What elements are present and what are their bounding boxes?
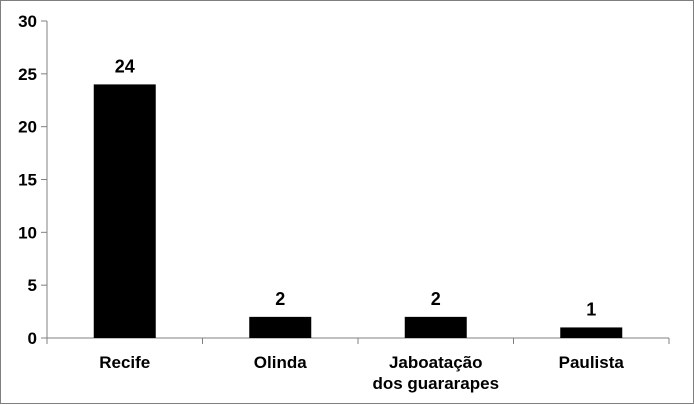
y-tick-label: 5 [28, 276, 37, 295]
y-tick-label: 0 [28, 329, 37, 348]
x-category-label: dos guararapes [372, 374, 499, 393]
x-category-label: Recife [99, 353, 150, 372]
y-tick-label: 10 [18, 223, 37, 242]
y-tick-label: 30 [18, 12, 37, 31]
x-category-label: Jaboatação [389, 353, 483, 372]
data-label: 2 [431, 289, 441, 309]
bar-1 [93, 84, 156, 339]
x-category-label: Olinda [254, 353, 307, 372]
y-tick-label: 25 [18, 65, 37, 84]
bar-3 [404, 316, 467, 338]
y-tick-label: 15 [18, 171, 37, 190]
data-label: 24 [115, 56, 135, 76]
bar-4 [560, 327, 623, 338]
data-label: 1 [586, 299, 596, 319]
x-category-label: Paulista [559, 353, 625, 372]
data-label: 2 [275, 289, 285, 309]
y-tick-label: 20 [18, 118, 37, 137]
bar-2 [249, 316, 312, 338]
